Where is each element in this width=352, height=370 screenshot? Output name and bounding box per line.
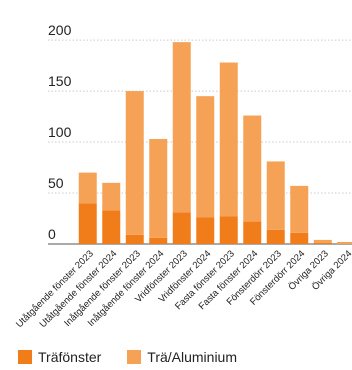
bar-trafonster-9: [290, 232, 309, 244]
legend-label-trafonster: Träfönster: [38, 349, 102, 365]
bar-tra-aluminium-0: [78, 172, 97, 204]
bar-trafonster-0: [78, 203, 97, 244]
bar-tra-aluminium-9: [290, 185, 309, 233]
bar-tra-aluminium-11: [337, 241, 352, 244]
bar-tra-aluminium-5: [196, 96, 215, 218]
bar-tra-aluminium-10: [313, 239, 332, 243]
y-tick-label: 150: [48, 73, 72, 89]
bar-tra-aluminium-6: [219, 62, 238, 217]
legend-label-tra-aluminium: Trä/Aluminium: [147, 349, 238, 365]
bar-trafonster-10: [313, 242, 332, 244]
bar-tra-aluminium-8: [266, 161, 285, 230]
bar-tra-aluminium-3: [149, 138, 168, 238]
y-tick-label: 0: [48, 226, 56, 242]
legend-swatch-tra-aluminium: [127, 350, 142, 364]
bar-tra-aluminium-1: [102, 182, 121, 211]
y-tick-label: 100: [48, 124, 72, 140]
legend-swatch-trafonster: [18, 350, 32, 364]
y-tick-labels: 0 50 100 150 200: [48, 22, 72, 242]
bar-trafonster-5: [196, 217, 215, 244]
bar-tra-aluminium-2: [125, 91, 144, 235]
y-tick-label: 200: [48, 22, 72, 38]
bar-tra-aluminium-7: [243, 115, 262, 222]
legend-item-trafonster: Träfönster: [18, 349, 101, 365]
legend-item-tra-aluminium: Trä/Aluminium: [127, 349, 237, 365]
bar-trafonster-8: [266, 229, 285, 244]
bar-trafonster-1: [102, 210, 121, 244]
y-tick-label: 50: [48, 175, 64, 191]
bar-trafonster-2: [125, 234, 144, 244]
bar-trafonster-6: [219, 216, 238, 244]
bar-trafonster-3: [149, 237, 168, 244]
bar-trafonster-4: [172, 212, 191, 244]
bar-trafonster-7: [243, 221, 262, 244]
bar-tra-aluminium-4: [172, 42, 191, 213]
legend: Träfönster Trä/Aluminium: [18, 349, 263, 365]
bars: [78, 42, 352, 244]
